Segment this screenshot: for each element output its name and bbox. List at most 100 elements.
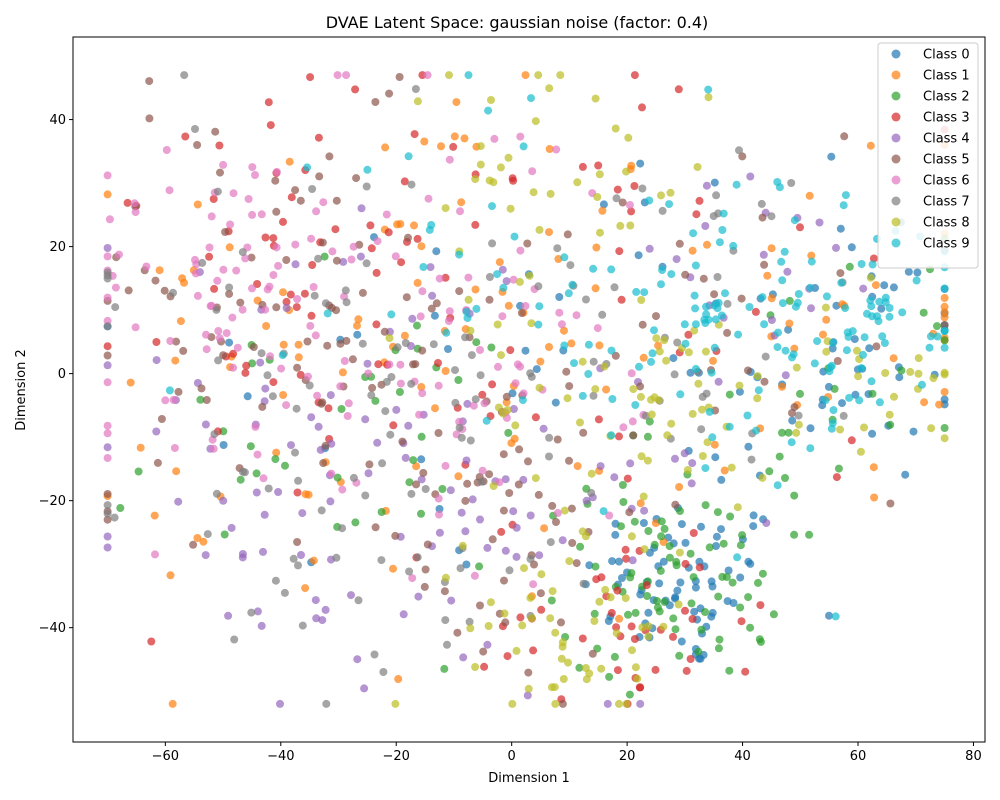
data-point bbox=[790, 491, 799, 500]
data-point bbox=[319, 198, 328, 207]
data-point bbox=[585, 561, 594, 570]
data-point bbox=[773, 178, 782, 186]
data-point bbox=[697, 522, 705, 531]
data-point bbox=[298, 509, 307, 518]
data-point bbox=[527, 614, 536, 623]
data-point bbox=[506, 346, 515, 355]
data-point bbox=[940, 321, 949, 329]
data-point bbox=[385, 360, 394, 369]
data-point bbox=[839, 411, 848, 420]
data-point bbox=[126, 378, 135, 387]
data-point bbox=[361, 415, 370, 424]
data-point bbox=[465, 617, 474, 626]
data-point bbox=[482, 416, 491, 425]
data-point bbox=[238, 305, 247, 314]
data-point bbox=[781, 474, 789, 482]
data-point bbox=[633, 674, 642, 683]
data-point bbox=[940, 336, 949, 345]
data-point bbox=[568, 539, 577, 547]
data-point bbox=[205, 243, 214, 252]
data-point bbox=[904, 267, 913, 276]
data-point bbox=[116, 504, 125, 512]
data-point bbox=[103, 532, 112, 541]
data-point bbox=[226, 220, 235, 229]
data-point bbox=[693, 163, 702, 171]
data-point bbox=[198, 258, 207, 267]
data-point bbox=[721, 289, 729, 298]
legend-marker bbox=[891, 238, 901, 248]
data-point bbox=[333, 473, 342, 482]
data-point bbox=[828, 338, 837, 347]
data-point bbox=[677, 637, 686, 646]
data-point bbox=[232, 266, 241, 275]
data-point bbox=[508, 699, 517, 708]
data-point bbox=[576, 542, 585, 551]
data-point bbox=[671, 500, 680, 509]
data-point bbox=[248, 284, 256, 293]
data-point bbox=[821, 303, 830, 312]
data-point bbox=[197, 384, 206, 393]
data-point bbox=[354, 596, 363, 605]
data-point bbox=[512, 552, 521, 561]
data-point bbox=[689, 529, 698, 537]
data-point bbox=[385, 334, 394, 343]
data-point bbox=[306, 321, 315, 330]
data-point bbox=[610, 283, 619, 292]
data-point bbox=[532, 365, 541, 374]
data-point bbox=[819, 330, 827, 339]
data-point bbox=[152, 338, 161, 346]
data-point bbox=[201, 551, 210, 560]
data-point bbox=[628, 417, 637, 426]
data-point bbox=[713, 508, 722, 517]
data-point bbox=[171, 356, 180, 365]
data-point bbox=[551, 398, 560, 407]
data-point bbox=[582, 496, 591, 505]
data-point bbox=[416, 312, 425, 321]
data-point bbox=[579, 579, 588, 588]
data-point bbox=[462, 307, 471, 316]
data-point bbox=[205, 252, 214, 261]
data-point bbox=[651, 519, 660, 528]
data-point bbox=[360, 684, 369, 693]
data-point bbox=[681, 538, 690, 547]
data-point bbox=[584, 340, 593, 349]
data-point bbox=[471, 285, 480, 294]
data-point bbox=[248, 210, 257, 219]
data-point bbox=[545, 84, 554, 93]
data-point bbox=[488, 202, 496, 211]
data-point bbox=[807, 304, 815, 313]
data-point bbox=[680, 320, 689, 329]
data-point bbox=[545, 452, 553, 461]
data-point bbox=[165, 386, 174, 395]
data-point bbox=[446, 486, 455, 495]
data-point bbox=[193, 200, 202, 209]
data-point bbox=[523, 239, 532, 248]
data-point bbox=[557, 654, 566, 663]
data-point bbox=[857, 364, 866, 373]
legend-marker bbox=[891, 196, 901, 206]
data-point bbox=[686, 655, 695, 663]
data-point bbox=[653, 597, 661, 605]
data-point bbox=[294, 561, 302, 570]
data-point bbox=[155, 266, 164, 275]
data-point bbox=[501, 475, 510, 484]
data-point bbox=[301, 584, 310, 593]
data-point bbox=[201, 420, 210, 429]
legend-marker bbox=[891, 175, 901, 185]
data-point bbox=[875, 398, 884, 407]
data-point bbox=[657, 280, 665, 289]
data-point bbox=[495, 258, 504, 267]
data-point bbox=[174, 497, 183, 506]
data-point bbox=[455, 287, 464, 296]
data-point bbox=[103, 515, 112, 524]
data-point bbox=[317, 399, 326, 408]
data-point bbox=[832, 243, 840, 252]
data-point bbox=[832, 473, 841, 482]
data-point bbox=[617, 295, 626, 304]
data-point bbox=[650, 326, 658, 335]
data-point bbox=[553, 509, 562, 517]
data-point bbox=[749, 522, 758, 531]
data-point bbox=[719, 539, 728, 548]
data-point bbox=[145, 114, 154, 123]
data-point bbox=[516, 246, 525, 255]
